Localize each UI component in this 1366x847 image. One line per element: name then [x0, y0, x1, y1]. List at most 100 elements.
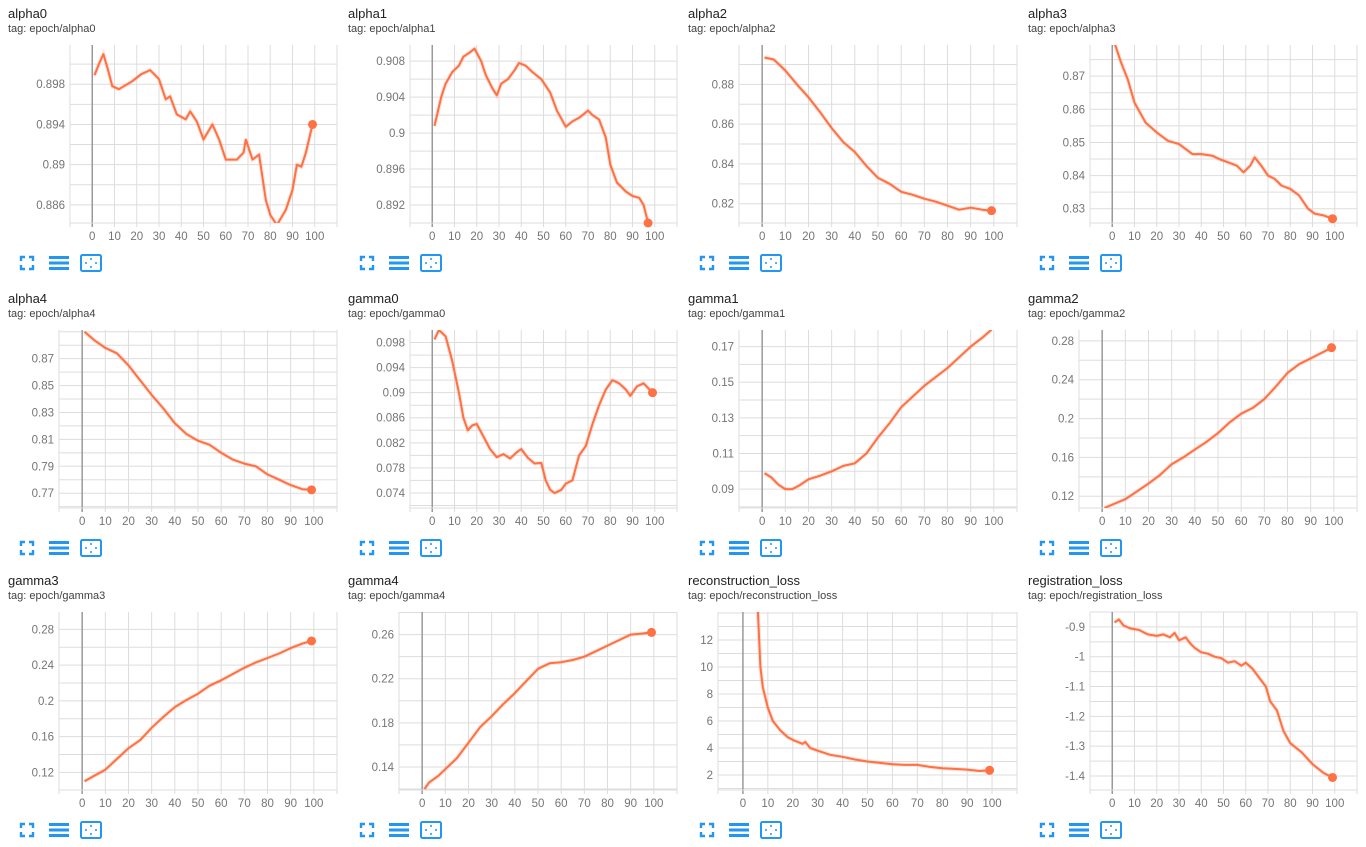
fit-domain-icon[interactable] — [80, 539, 102, 557]
toggle-log-scale-icon[interactable] — [728, 539, 750, 557]
line-chart[interactable]: -1.4 -1.3 -1.2 -1.1 -1 -0.9 0 10 20 30 40 50 60 70 80 9… — [1020, 567, 1360, 817]
fit-domain-icon[interactable] — [1100, 539, 1122, 557]
x-tick-label: 60 — [895, 231, 908, 243]
smoothed-series-line — [1113, 618, 1333, 779]
y-tick-label: 0.908 — [376, 56, 405, 68]
line-chart[interactable]: 0.12 0.16 0.2 0.24 0.28 0 10 20 30 40 50 60 70 80 90 10… — [0, 567, 340, 817]
line-chart[interactable]: 0.12 0.16 0.2 0.24 0.28 0 10 20 30 40 50 60 70 80 90 10… — [1020, 285, 1360, 535]
toggle-log-scale-icon[interactable] — [388, 821, 410, 839]
x-tick-label: 90 — [284, 516, 297, 528]
x-tick-label: 0 — [759, 231, 765, 243]
fullscreen-icon[interactable] — [696, 254, 718, 272]
fit-domain-icon[interactable] — [80, 821, 102, 839]
toggle-log-scale-icon[interactable] — [48, 254, 70, 272]
y-tick-label: 0.12 — [32, 767, 54, 779]
fullscreen-icon[interactable] — [16, 539, 38, 557]
chart-title: alpha2 — [688, 6, 728, 21]
line-chart[interactable]: 0.83 0.84 0.85 0.86 0.87 0 10 20 30 40 50 60 70 80 90 1… — [1020, 0, 1360, 250]
x-tick-label: 0 — [429, 516, 435, 528]
fit-domain-icon[interactable] — [420, 254, 442, 272]
toggle-log-scale-icon[interactable] — [48, 539, 70, 557]
line-chart[interactable]: 0.892 0.896 0.9 0.904 0.908 0 10 20 30 40 50 60 70 80… — [340, 0, 680, 250]
fullscreen-icon[interactable] — [356, 254, 378, 272]
y-tick-label: 12 — [700, 635, 713, 647]
y-tick-label: 0.894 — [36, 119, 65, 131]
fit-domain-icon[interactable] — [760, 254, 782, 272]
toggle-log-scale-icon[interactable] — [1068, 254, 1090, 272]
x-tick-label: 100 — [645, 231, 664, 243]
x-tick-label: 80 — [261, 516, 274, 528]
y-tick-label: 0.28 — [1052, 336, 1074, 348]
y-tick-label: 0.09 — [712, 484, 734, 496]
y-tick-label: 0.24 — [32, 660, 55, 672]
chart-title: reconstruction_loss — [688, 573, 800, 588]
x-tick-label: 70 — [911, 798, 924, 810]
fullscreen-icon[interactable] — [1036, 254, 1058, 272]
fullscreen-icon[interactable] — [356, 821, 378, 839]
x-tick-label: 10 — [448, 516, 461, 528]
fit-domain-icon[interactable] — [760, 539, 782, 557]
y-tick-label: 0.83 — [32, 407, 54, 419]
fit-domain-icon[interactable] — [420, 539, 442, 557]
chart-card-gamma3: gamma3 tag: epoch/gamma3 0.12 0.16 0.2 0.24 0.… — [0, 567, 340, 847]
y-tick-label: 0.094 — [376, 363, 405, 375]
x-tick-label: 90 — [964, 516, 977, 528]
smoothed-series-line — [84, 640, 312, 783]
chart-tag: tag: epoch/reconstruction_loss — [688, 590, 838, 602]
x-tick-label: 40 — [168, 798, 181, 810]
x-tick-label: 60 — [1235, 516, 1248, 528]
toggle-log-scale-icon[interactable] — [1068, 539, 1090, 557]
x-tick-label: 10 — [779, 231, 792, 243]
line-chart[interactable]: 0.074 0.078 0.082 0.086 0.09 0.094 0.098 0 10 20 3… — [340, 285, 680, 535]
x-tick-label: 100 — [1324, 516, 1343, 528]
chart-tag: tag: epoch/gamma0 — [348, 308, 446, 320]
last-point-marker — [647, 627, 657, 637]
y-tick-label: 0.898 — [36, 79, 65, 91]
line-chart[interactable]: 0.82 0.84 0.86 0.88 0 10 20 30 40 50 60 70 80 90 100 — [680, 0, 1020, 250]
chart-toolbar — [696, 821, 782, 839]
y-tick-label: -1 — [1075, 652, 1085, 664]
chart-toolbar — [1036, 821, 1122, 839]
line-chart[interactable]: 2 4 6 8 10 12 0 10 20 30 40 50 60 70 80 90 100 — [680, 567, 1020, 817]
toggle-log-scale-icon[interactable] — [388, 539, 410, 557]
y-tick-label: 0.79 — [32, 461, 54, 473]
smoothed-series-line — [83, 330, 312, 491]
x-tick-label: 90 — [1304, 516, 1317, 528]
fit-domain-icon[interactable] — [1100, 254, 1122, 272]
toggle-log-scale-icon[interactable] — [728, 254, 750, 272]
x-tick-label: 80 — [941, 231, 954, 243]
chart-toolbar — [1036, 254, 1122, 272]
fit-domain-icon[interactable] — [1100, 821, 1122, 839]
fullscreen-icon[interactable] — [16, 254, 38, 272]
x-tick-label: 30 — [493, 231, 506, 243]
chart-toolbar — [16, 539, 102, 557]
toggle-log-scale-icon[interactable] — [1068, 821, 1090, 839]
last-point-marker — [1327, 343, 1337, 353]
line-chart[interactable]: 0.09 0.11 0.13 0.15 0.17 0 10 20 30 40 50 60 70 80 90 1… — [680, 285, 1020, 535]
x-tick-label: 30 — [485, 798, 498, 810]
x-tick-label: 30 — [153, 231, 166, 243]
line-chart[interactable]: 0.77 0.79 0.81 0.83 0.85 0.87 0 10 20 30 40 50 60 70 8… — [0, 285, 340, 535]
x-tick-label: 10 — [761, 798, 774, 810]
toggle-log-scale-icon[interactable] — [388, 254, 410, 272]
fullscreen-icon[interactable] — [696, 821, 718, 839]
x-tick-label: 100 — [1325, 798, 1344, 810]
y-tick-label: 2 — [707, 770, 713, 782]
fullscreen-icon[interactable] — [1036, 821, 1058, 839]
fit-domain-icon[interactable] — [760, 821, 782, 839]
fullscreen-icon[interactable] — [16, 821, 38, 839]
chart-toolbar — [696, 539, 782, 557]
line-chart[interactable]: 0.14 0.18 0.22 0.26 0 10 20 30 40 50 60 70 80 90 100 — [340, 567, 680, 817]
x-tick-label: 50 — [872, 516, 885, 528]
line-chart[interactable]: 0.886 0.89 0.894 0.898 0 10 20 30 40 50 60 70 80 90 10… — [0, 0, 340, 250]
fullscreen-icon[interactable] — [356, 539, 378, 557]
toggle-log-scale-icon[interactable] — [728, 821, 750, 839]
toggle-log-scale-icon[interactable] — [48, 821, 70, 839]
x-tick-label: 70 — [582, 231, 595, 243]
fit-domain-icon[interactable] — [80, 254, 102, 272]
chart-title: alpha4 — [8, 291, 48, 306]
fit-domain-icon[interactable] — [420, 821, 442, 839]
fullscreen-icon[interactable] — [1036, 539, 1058, 557]
chart-toolbar — [356, 821, 442, 839]
fullscreen-icon[interactable] — [696, 539, 718, 557]
